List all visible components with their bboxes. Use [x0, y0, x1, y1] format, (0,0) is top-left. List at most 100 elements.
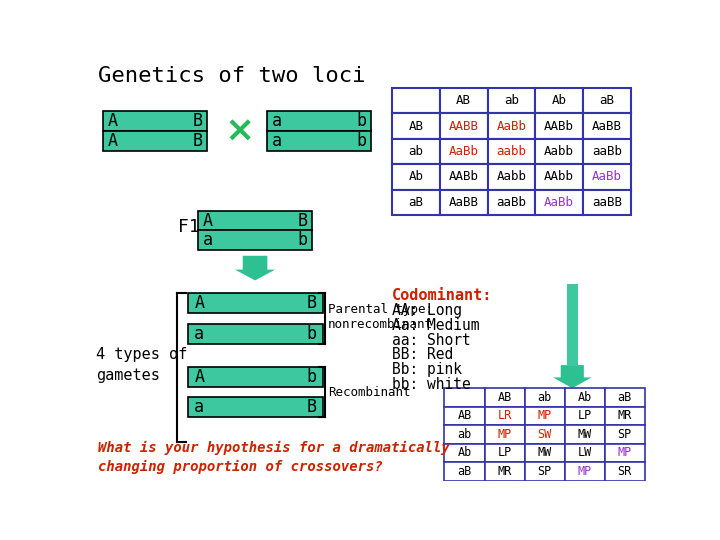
Bar [564, 462, 605, 481]
Bar [564, 444, 605, 462]
Text: MW: MW [537, 447, 552, 460]
Bar [605, 407, 644, 425]
Bar [605, 388, 644, 407]
Bar [188, 397, 323, 417]
Text: b: b [356, 112, 366, 130]
Bar [440, 113, 487, 139]
Text: a: a [203, 231, 212, 249]
Bar [440, 139, 487, 164]
Bar [564, 388, 605, 407]
Text: aB: aB [618, 391, 631, 404]
Text: Aabb: Aabb [544, 145, 574, 158]
Text: aaBB: aaBB [592, 195, 622, 209]
Text: 4 types of
gametes: 4 types of gametes [96, 347, 187, 383]
Text: AaBB: AaBB [592, 119, 622, 132]
Text: a: a [272, 132, 282, 150]
Text: AaBB: AaBB [449, 195, 479, 209]
Bar [583, 139, 631, 164]
Text: AB: AB [408, 119, 423, 132]
Text: ab: ab [504, 94, 519, 107]
Text: AaBb: AaBb [449, 145, 479, 158]
Text: AaBb: AaBb [544, 195, 574, 209]
Text: AB: AB [456, 94, 471, 107]
Bar [525, 425, 564, 444]
Text: B: B [297, 212, 307, 230]
Text: AABb: AABb [544, 119, 574, 132]
Bar [444, 462, 485, 481]
Text: MP: MP [618, 447, 631, 460]
Polygon shape [553, 365, 592, 388]
Bar [535, 139, 583, 164]
Bar [392, 164, 440, 190]
Bar [392, 88, 440, 113]
Text: ×: × [225, 114, 255, 148]
Text: Ab: Ab [457, 447, 472, 460]
Bar [188, 323, 323, 343]
Text: b: b [356, 132, 366, 150]
Text: SW: SW [537, 428, 552, 441]
Text: AB: AB [457, 409, 472, 422]
Bar [267, 131, 372, 151]
Bar [525, 444, 564, 462]
Bar [525, 388, 564, 407]
Text: aB: aB [600, 94, 614, 107]
Text: b: b [307, 368, 317, 386]
Text: B: B [193, 132, 203, 150]
Text: a: a [272, 112, 282, 130]
Text: MW: MW [577, 428, 592, 441]
Bar [392, 190, 440, 215]
Bar [444, 388, 485, 407]
Bar [567, 284, 577, 365]
Text: LW: LW [577, 447, 592, 460]
Bar [564, 425, 605, 444]
Bar [525, 462, 564, 481]
Bar [487, 88, 536, 113]
Text: MR: MR [498, 465, 512, 478]
Text: A: A [108, 132, 118, 150]
Text: LP: LP [498, 447, 512, 460]
Text: Aabb: Aabb [497, 170, 526, 184]
Bar [487, 164, 536, 190]
Bar [104, 111, 207, 131]
Text: AABb: AABb [449, 170, 479, 184]
Bar [605, 425, 644, 444]
Text: MR: MR [618, 409, 631, 422]
Text: LP: LP [577, 409, 592, 422]
Bar [440, 88, 487, 113]
Text: A: A [194, 294, 204, 312]
Text: Ab: Ab [552, 94, 567, 107]
Bar [440, 190, 487, 215]
Text: A: A [194, 368, 204, 386]
Text: aabb: aabb [497, 145, 526, 158]
Text: Recombinant: Recombinant [328, 386, 410, 399]
Text: SR: SR [618, 465, 631, 478]
Text: B: B [193, 112, 203, 130]
Bar [605, 444, 644, 462]
Text: bb: white: bb: white [392, 377, 471, 392]
Text: AA: Long: AA: Long [392, 303, 462, 319]
Bar [487, 190, 536, 215]
Text: ab: ab [457, 428, 472, 441]
Text: MP: MP [577, 465, 592, 478]
Text: Ab: Ab [408, 170, 423, 184]
Bar [198, 231, 312, 249]
Text: What is your hypothesis for a dramatically
changing proportion of crossovers?: What is your hypothesis for a dramatical… [98, 441, 450, 474]
Text: b: b [297, 231, 307, 249]
Text: AAbb: AAbb [544, 170, 574, 184]
Text: Ab: Ab [577, 391, 592, 404]
Bar [198, 211, 312, 231]
Text: SP: SP [618, 428, 631, 441]
Bar [583, 190, 631, 215]
Text: A: A [203, 212, 212, 230]
Text: aaBb: aaBb [497, 195, 526, 209]
Text: MP: MP [537, 409, 552, 422]
Text: aB: aB [408, 195, 423, 209]
Bar [392, 113, 440, 139]
Bar [564, 407, 605, 425]
Bar [485, 444, 525, 462]
Bar [392, 139, 440, 164]
Bar [487, 113, 536, 139]
Bar [188, 367, 323, 387]
Bar [188, 293, 323, 313]
Text: AaBb: AaBb [497, 119, 526, 132]
